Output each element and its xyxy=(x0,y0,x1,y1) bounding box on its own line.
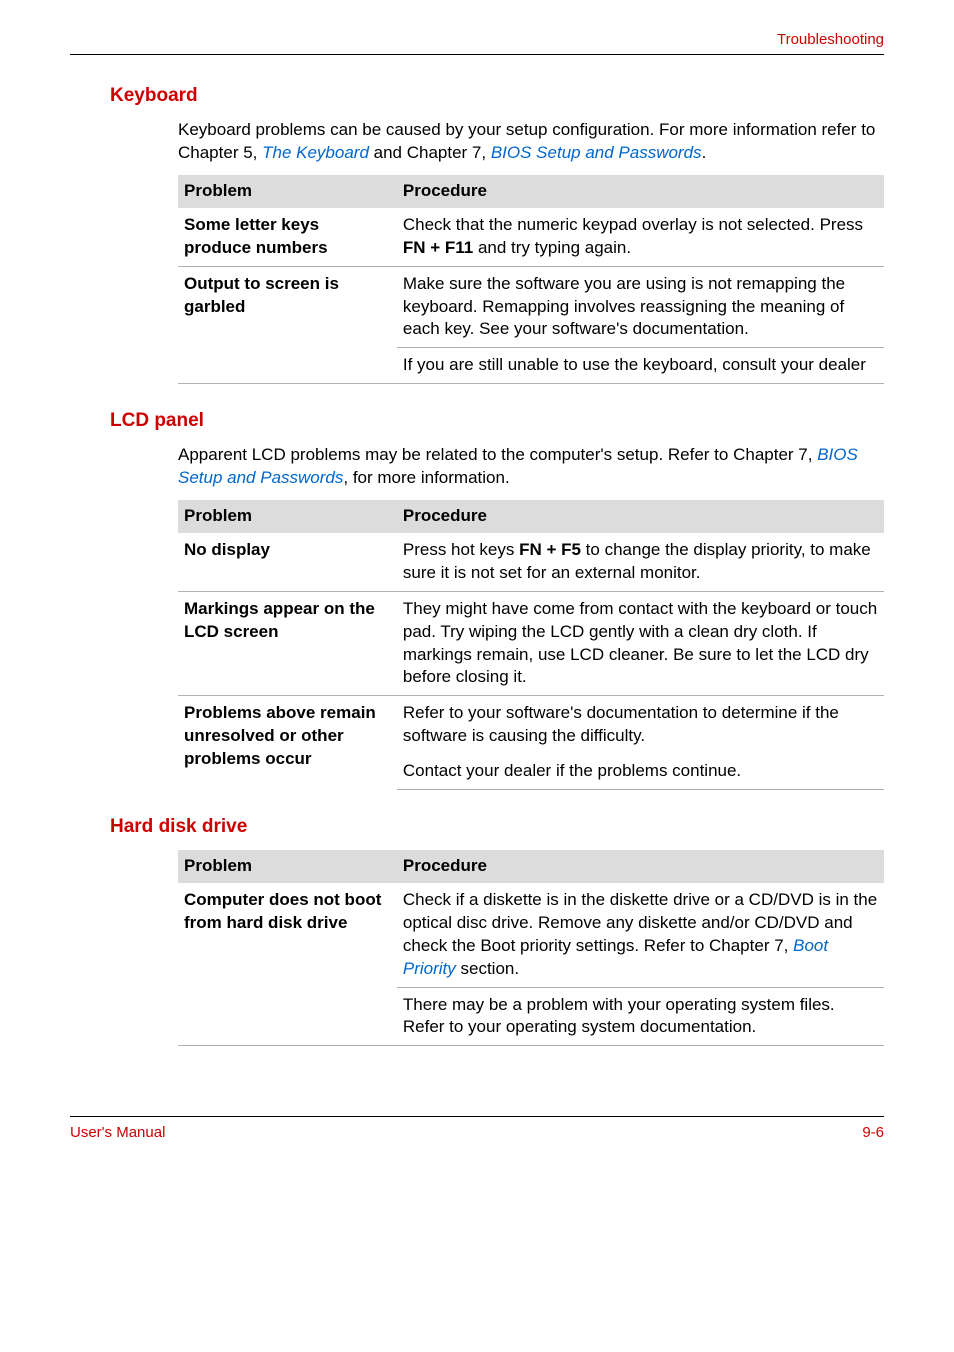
table-header-problem: Problem xyxy=(178,500,397,533)
procedure-cell: Contact your dealer if the problems cont… xyxy=(397,754,884,789)
table-row: No display Press hot keys FN + F5 to cha… xyxy=(178,533,884,591)
lcd-intro: Apparent LCD problems may be related to … xyxy=(178,444,884,490)
problem-cell: Some letter keys produce numbers xyxy=(178,208,397,266)
footer-left: User's Manual xyxy=(70,1123,165,1143)
procedure-cell: Check that the numeric keypad overlay is… xyxy=(397,208,884,266)
table-row: There may be a problem with your operati… xyxy=(178,987,884,1046)
lcd-intro-post: , for more information. xyxy=(343,468,509,487)
procedure-cell: Press hot keys FN + F5 to change the dis… xyxy=(397,533,884,591)
page-footer: User's Manual 9-6 xyxy=(70,1116,884,1143)
link-the-keyboard[interactable]: The Keyboard xyxy=(262,143,369,162)
section-title-keyboard: Keyboard xyxy=(110,83,884,109)
table-header-procedure: Procedure xyxy=(397,500,884,533)
procedure-cell: There may be a problem with your operati… xyxy=(397,987,884,1046)
procedure-text: Press hot keys xyxy=(403,540,519,559)
table-row: Output to screen is garbled Make sure th… xyxy=(178,266,884,348)
problem-cell xyxy=(178,348,397,384)
problem-cell: Markings appear on the LCD screen xyxy=(178,591,397,696)
table-header-problem: Problem xyxy=(178,850,397,883)
procedure-text: and try typing again. xyxy=(473,238,631,257)
problem-cell: No display xyxy=(178,533,397,591)
procedure-cell: They might have come from contact with t… xyxy=(397,591,884,696)
table-header-procedure: Procedure xyxy=(397,175,884,208)
table-row: Problems above remain unresolved or othe… xyxy=(178,696,884,754)
procedure-text: section. xyxy=(456,959,519,978)
link-bios-setup-1[interactable]: BIOS Setup and Passwords xyxy=(491,143,702,162)
problem-cell: Problems above remain unresolved or othe… xyxy=(178,696,397,790)
keyboard-table: Problem Procedure Some letter keys produ… xyxy=(178,175,884,385)
page-header: Troubleshooting xyxy=(70,30,884,55)
footer-right: 9-6 xyxy=(862,1123,884,1143)
problem-cell: Computer does not boot from hard disk dr… xyxy=(178,883,397,987)
table-header-procedure: Procedure xyxy=(397,850,884,883)
procedure-cell: Make sure the software you are using is … xyxy=(397,266,884,348)
table-row: Some letter keys produce numbers Check t… xyxy=(178,208,884,266)
table-header-problem: Problem xyxy=(178,175,397,208)
key-combo: FN + F5 xyxy=(519,540,581,559)
table-row: Computer does not boot from hard disk dr… xyxy=(178,883,884,987)
procedure-text: Check that the numeric keypad overlay is… xyxy=(403,215,863,234)
hdd-table: Problem Procedure Computer does not boot… xyxy=(178,850,884,1047)
lcd-intro-pre: Apparent LCD problems may be related to … xyxy=(178,445,817,464)
procedure-cell: Refer to your software's documentation t… xyxy=(397,696,884,754)
keyboard-intro-mid: and Chapter 7, xyxy=(369,143,491,162)
keyboard-intro-post: . xyxy=(702,143,707,162)
table-row: Markings appear on the LCD screen They m… xyxy=(178,591,884,696)
procedure-cell: Check if a diskette is in the diskette d… xyxy=(397,883,884,987)
lcd-table: Problem Procedure No display Press hot k… xyxy=(178,500,884,790)
section-title-lcd: LCD panel xyxy=(110,408,884,434)
problem-cell: Output to screen is garbled xyxy=(178,266,397,348)
key-combo: FN + F11 xyxy=(403,238,473,257)
problem-cell xyxy=(178,987,397,1046)
procedure-cell: If you are still unable to use the keybo… xyxy=(397,348,884,384)
section-title-hdd: Hard disk drive xyxy=(110,814,884,840)
keyboard-intro: Keyboard problems can be caused by your … xyxy=(178,119,884,165)
table-row: If you are still unable to use the keybo… xyxy=(178,348,884,384)
